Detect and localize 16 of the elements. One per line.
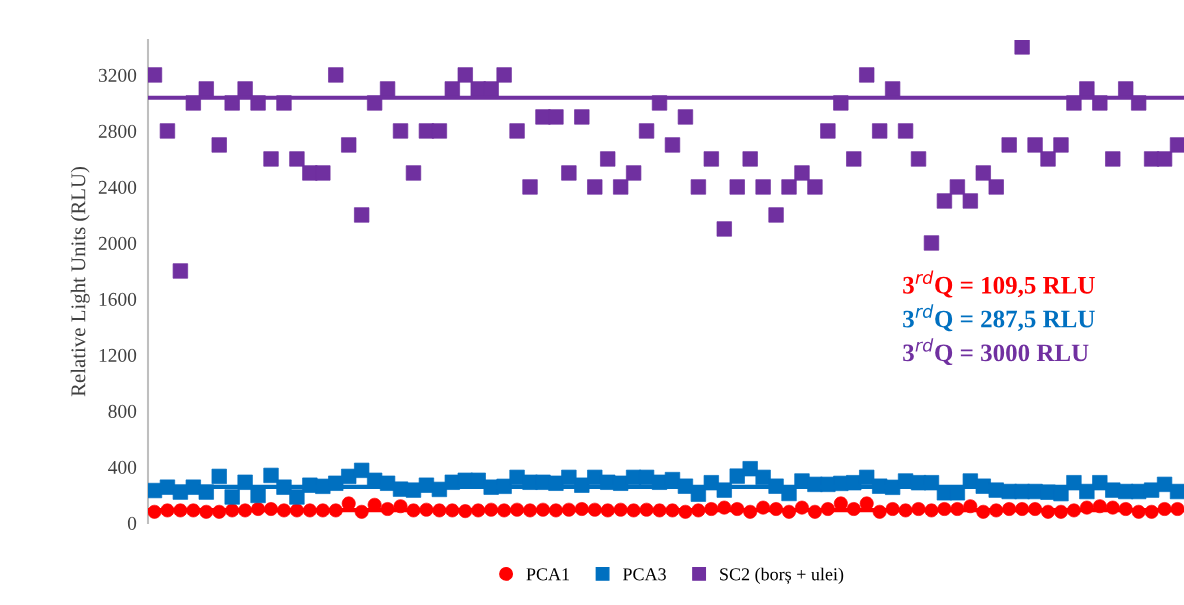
legend-label: PCA3 — [622, 568, 666, 581]
y-tick-label: 3200 — [98, 68, 137, 82]
y-tick-label: 0 — [127, 516, 137, 530]
y-tick-label: 1200 — [99, 348, 137, 362]
annotation: 3$^{rd}$Q = 3000 RLU — [903, 338, 1089, 366]
annotation: 3$^{rd}$Q = 287,5 RLU — [903, 304, 1095, 332]
y-tick-label: 800 — [108, 404, 137, 418]
legend-label: PCA1 — [526, 568, 569, 581]
y-tick-label: 2400 — [98, 180, 137, 194]
y-tick-label: 400 — [108, 460, 137, 474]
y-axis-title: Relative Light Units (RLU) — [70, 166, 90, 397]
legend-label: SC2 (borș + ulei) — [720, 567, 844, 585]
y-tick-label: 2000 — [98, 236, 137, 250]
y-tick-label: 2800 — [98, 124, 137, 138]
y-tick-label: 1600 — [99, 292, 137, 306]
annotation: 3$^{rd}$Q = 109,5 RLU — [903, 270, 1095, 298]
